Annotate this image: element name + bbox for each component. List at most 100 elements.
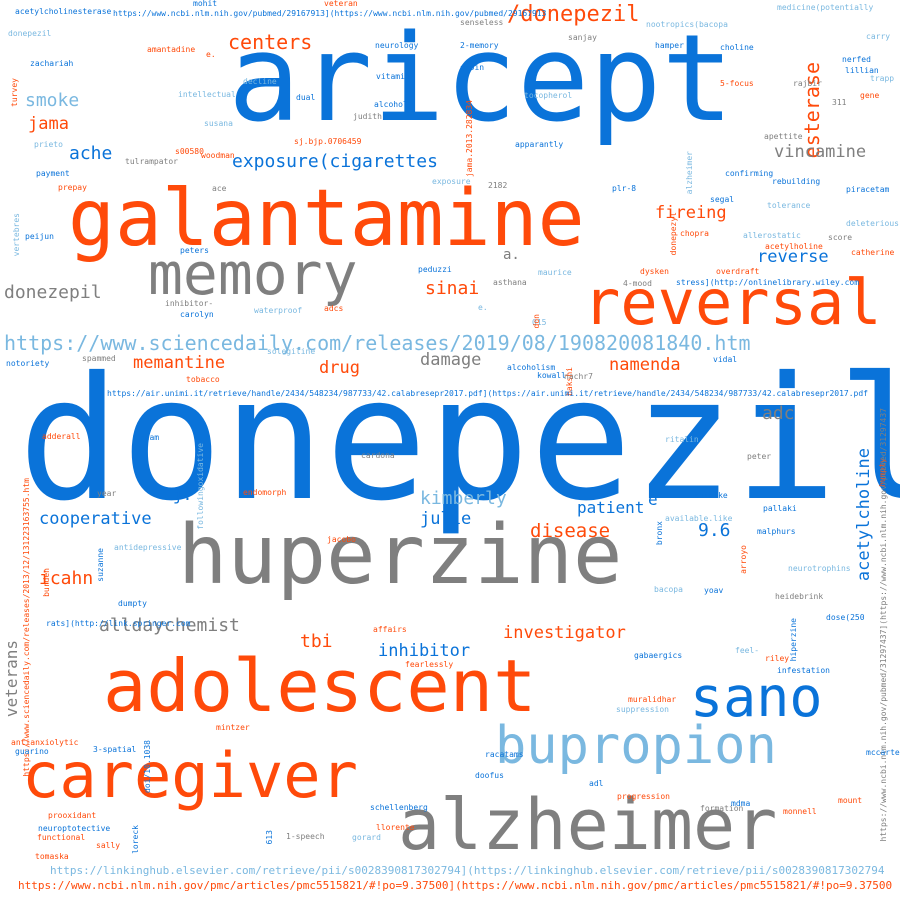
- word-bacopa: bacopa: [654, 585, 683, 594]
- word-functional: functional: [37, 833, 86, 842]
- word-mintzer: mintzer: [216, 723, 250, 732]
- word-riley: riley: [765, 654, 790, 663]
- word-nerfed: nerfed: [842, 55, 871, 64]
- word-monnell: monnell: [783, 807, 817, 816]
- word-sanjay: sanjay: [568, 33, 597, 42]
- word-sally: sally: [96, 841, 121, 850]
- word-alzheimer: alzheimer: [398, 784, 778, 866]
- word-confirming: confirming: [725, 169, 774, 178]
- word-veteran: veteran: [324, 0, 358, 8]
- word-memory: memory: [148, 240, 358, 308]
- word-suppression: suppression: [616, 705, 669, 714]
- word-arroyo: arroyo: [739, 545, 748, 574]
- word-2182: 2182: [488, 181, 508, 190]
- word-kowall: kowall: [537, 371, 566, 380]
- word-waterproof: waterproof: [254, 306, 303, 315]
- word-4-mood: 4-mood: [623, 279, 652, 288]
- word-jacobo: jacobo: [327, 535, 356, 544]
- word-burden: burden: [42, 568, 51, 597]
- word-feel: feel-: [735, 646, 760, 655]
- word-chopra: chopra: [680, 229, 709, 238]
- word-a: a.: [503, 247, 520, 263]
- word-donepezil: /donepezil: [507, 2, 640, 27]
- word-score: score: [828, 233, 853, 242]
- word-cooperative: cooperative: [39, 509, 152, 529]
- word-catherine: catherine: [851, 248, 895, 257]
- word-https-www-sciencedaily-com-releases-2019: https://www.sciencedaily.com/releases/20…: [4, 331, 751, 355]
- word-peduzzi: peduzzi: [418, 265, 452, 274]
- word-patient: patient: [577, 498, 645, 517]
- word-ache: ache: [69, 143, 113, 164]
- word-dumpty: dumpty: [118, 599, 147, 608]
- word-thielke: thielke: [694, 491, 728, 500]
- word-neurology: neurology: [375, 41, 419, 50]
- word-fearlessly: fearlessly: [405, 660, 454, 669]
- word-disease: disease: [530, 520, 611, 542]
- word-apparantly: apparantly: [515, 140, 564, 149]
- word-rajbir: rajbir: [793, 79, 822, 88]
- word-vertebres: vertebres: [12, 213, 21, 257]
- word-antianxiolytic: antianxiolytic: [11, 738, 79, 747]
- word-inhibitor: inhibitor-: [165, 299, 214, 308]
- word-exposure-cigarettes: exposure(cigarettes: [232, 151, 438, 172]
- word-nachr7: nachr7: [564, 372, 593, 381]
- word-medicine-potentially: medicine(potentially: [777, 3, 874, 12]
- word-donepezyl: donepezyl: [669, 212, 678, 256]
- word-https-www-ncbi-nlm-nih-gov-pmc-articles-: https://www.ncbi.nlm.nih.gov/pmc/article…: [18, 879, 893, 892]
- word-2-memory: 2-memory: [460, 41, 499, 50]
- word-formation: formation: [700, 804, 744, 813]
- word-613: 613: [265, 830, 274, 845]
- word-schellenberg: schellenberg: [370, 803, 428, 812]
- word-caregiver: caregiver: [22, 739, 358, 812]
- word-dose-250: dose(250: [826, 613, 865, 622]
- word-judith: judith: [353, 112, 382, 121]
- word-peters: peters: [180, 246, 209, 255]
- word-llorente: llorente: [376, 823, 415, 832]
- word-zachariah: zachariah: [30, 59, 74, 68]
- word-tulrampator: tulrampator: [125, 157, 178, 166]
- word-followingoxidative: followingoxidative: [196, 443, 205, 530]
- word-groin: groin: [460, 63, 485, 72]
- word-stress-http-onlinelibrary-wiley-com: stress](http://onlinelibrary.wiley.com: [676, 278, 860, 287]
- word-015: 015: [532, 318, 547, 327]
- word-adc: adc: [762, 403, 795, 424]
- word-dysken: dysken: [640, 267, 669, 276]
- word-solegiline: solegiline: [267, 347, 316, 356]
- word-julie: julie: [420, 509, 472, 529]
- word-senseless: senseless: [460, 18, 504, 27]
- word-icahn: icahn: [39, 568, 94, 589]
- word-alcoholism: alcoholism: [507, 363, 556, 372]
- word-https-linkinghub-elsevier-com-retrieve-p: https://linkinghub.elsevier.com/retrieve…: [50, 864, 885, 877]
- word-inhibitor: inhibitor: [378, 641, 471, 661]
- word-reversal: reversal: [583, 266, 882, 339]
- word-311: 311: [832, 98, 847, 107]
- word-payment: payment: [36, 169, 70, 178]
- word-racatams: racatams: [485, 750, 524, 759]
- word-year: year: [97, 489, 117, 498]
- word-https-www-sciencedaily-com-releases-2013: https://www.sciencedaily.com/releases/20…: [22, 478, 31, 777]
- word-galantamine: galantamine: [68, 174, 585, 264]
- word-ritalin: ritalin: [665, 435, 699, 444]
- word-tbi: tbi: [300, 631, 333, 652]
- word-choline: choline: [720, 43, 754, 52]
- word-notoriety: notoriety: [6, 359, 50, 368]
- word-allerostatic: allerostatic: [743, 231, 801, 240]
- word-woodman: woodman: [201, 151, 235, 160]
- word-nootropics-bacopa: nootropics(bacopa: [646, 20, 728, 29]
- word-adl: adl: [589, 779, 604, 788]
- word-dream: dream: [135, 433, 160, 442]
- word-rats-http-link-springer-com: rats](http://link.springer.com: [46, 619, 191, 628]
- word-acetylcholine: acetylcholine: [854, 448, 874, 582]
- word-hamper: hamper: [655, 41, 684, 50]
- word-intellectual: intellectual: [178, 90, 236, 99]
- word-suzanne: suzanne: [96, 548, 105, 582]
- word-neurotrophins: neurotrophins: [788, 564, 851, 573]
- word-muralidhar: muralidhar: [628, 695, 677, 704]
- word-overdraft: overdraft: [716, 267, 760, 276]
- word-9-6: 9.6: [698, 520, 731, 541]
- word-decline: decline: [243, 77, 277, 86]
- word-heidebrink: heidebrink: [775, 592, 824, 601]
- word-tobacco: tobacco: [186, 375, 220, 384]
- word-gabaergics: gabaergics: [634, 651, 683, 660]
